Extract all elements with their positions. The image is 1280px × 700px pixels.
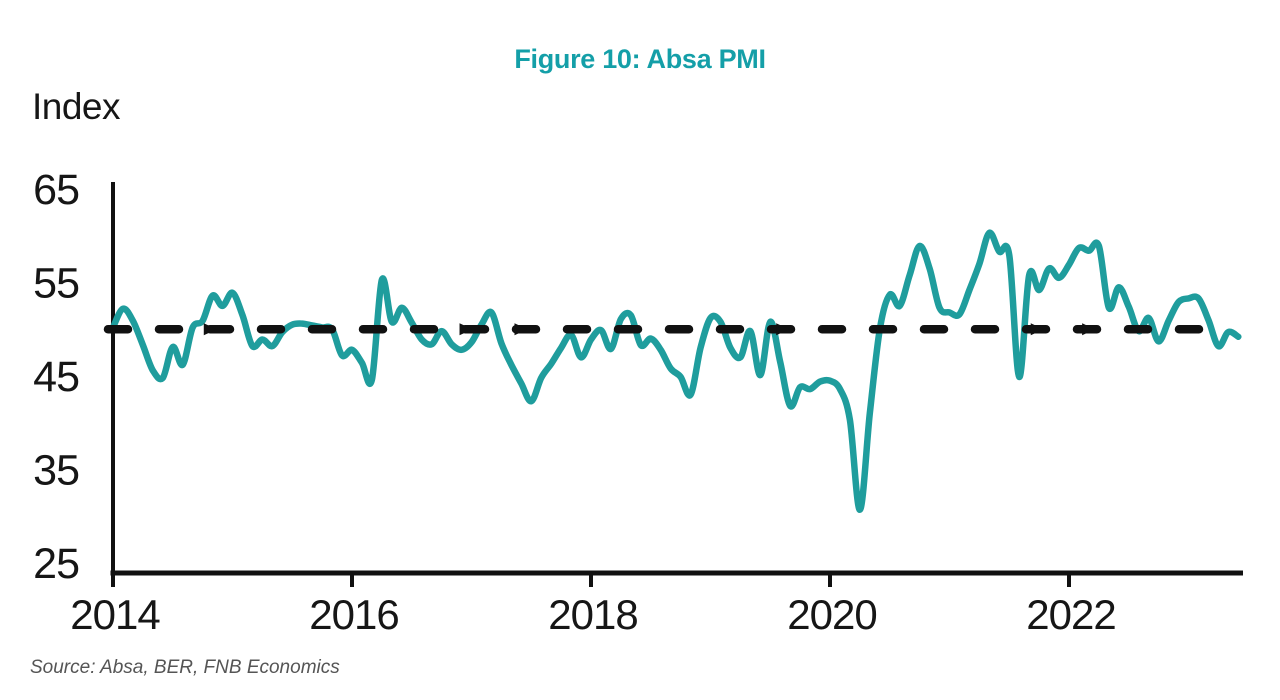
pmi-line [109,229,1242,513]
y-tick-label: 65 [33,166,79,214]
source-note: Source: Absa, BER, FNB Economics [30,657,340,678]
y-tick-label: 35 [33,447,79,495]
dash-arrow-icon [776,323,790,336]
x-tick-label: 2020 [787,591,876,638]
x-tick-label: 2014 [70,591,160,638]
dash-arrow-icon [459,323,473,336]
y-axis-title: Index [32,86,121,127]
y-tick-label: 25 [33,540,79,588]
y-tick-label: 55 [33,260,79,308]
dash-arrow-icon [1030,323,1044,336]
dash-arrow-icon [203,323,217,336]
chart-title: Figure 10: Absa PMI [514,44,766,74]
dash-arrow-icon [1082,323,1096,336]
x-tick-label: 2018 [548,591,637,638]
y-tick-label: 45 [33,353,79,401]
x-tick-label: 2022 [1026,591,1115,638]
x-tick-label: 2016 [309,591,398,638]
dash-arrow-icon [514,323,528,336]
